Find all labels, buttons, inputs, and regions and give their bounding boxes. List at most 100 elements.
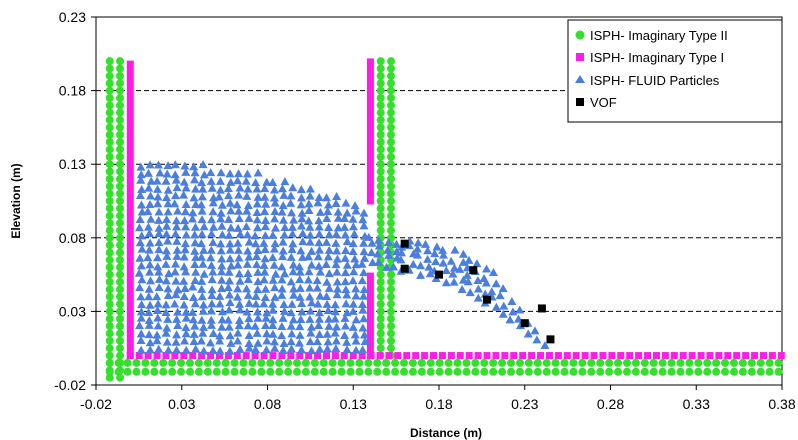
particle-fluid xyxy=(144,315,154,324)
particle-fluid xyxy=(359,247,369,256)
particle-fluid xyxy=(296,345,306,354)
particle-imaginary-type-ii xyxy=(116,130,125,139)
particle-fluid xyxy=(314,238,324,247)
particle-imaginary-type-ii xyxy=(159,367,168,376)
particle-fluid xyxy=(306,328,316,337)
particle-fluid xyxy=(424,262,434,271)
particle-fluid xyxy=(473,284,483,293)
particle-fluid xyxy=(145,160,155,169)
particle-imaginary-type-ii xyxy=(703,358,712,367)
particle-imaginary-type-i xyxy=(366,197,374,205)
particle-imaginary-type-ii xyxy=(105,57,114,66)
particle-fluid xyxy=(162,323,172,332)
particle-fluid xyxy=(242,230,252,239)
particle-imaginary-type-ii xyxy=(212,358,221,367)
particle-imaginary-type-ii xyxy=(116,174,125,183)
particle-fluid xyxy=(384,250,394,259)
particle-fluid xyxy=(134,223,144,232)
particle-imaginary-type-ii xyxy=(376,270,385,279)
particle-fluid xyxy=(304,252,314,261)
particle-imaginary-type-ii xyxy=(132,367,141,376)
particle-fluid xyxy=(217,267,227,276)
particle-fluid xyxy=(413,238,423,247)
particle-imaginary-type-ii xyxy=(596,367,605,376)
particle-imaginary-type-ii xyxy=(150,358,159,367)
particle-fluid xyxy=(143,253,153,262)
particle-imaginary-type-i xyxy=(126,232,134,240)
particle-fluid xyxy=(277,207,287,216)
particle-imaginary-type-ii xyxy=(444,367,453,376)
particle-fluid xyxy=(244,314,254,323)
particle-fluid xyxy=(145,267,155,276)
particle-fluid xyxy=(289,215,299,224)
particle-fluid xyxy=(270,292,280,301)
particle-fluid xyxy=(181,222,191,231)
particle-imaginary-type-ii xyxy=(105,219,114,228)
particle-fluid xyxy=(342,237,352,246)
particle-fluid xyxy=(280,223,290,232)
particle-imaginary-type-ii xyxy=(230,358,239,367)
particle-fluid xyxy=(261,199,271,208)
legend-marker-circle xyxy=(575,30,585,40)
particle-fluid xyxy=(367,248,377,257)
particle-imaginary-type-i xyxy=(126,206,134,214)
particle-fluid xyxy=(199,322,209,331)
particle-imaginary-type-ii xyxy=(132,358,141,367)
particle-fluid xyxy=(190,222,200,231)
particle-imaginary-type-ii xyxy=(587,367,596,376)
particle-imaginary-type-ii xyxy=(141,358,150,367)
particle-imaginary-type-i xyxy=(126,246,134,254)
particle-imaginary-type-i xyxy=(331,352,339,360)
particle-fluid xyxy=(348,239,358,248)
particle-imaginary-type-ii xyxy=(386,204,395,213)
particle-fluid xyxy=(438,250,448,259)
particle-imaginary-type-ii xyxy=(738,367,747,376)
particle-fluid xyxy=(278,201,288,210)
particle-fluid xyxy=(153,299,163,308)
particle-fluid xyxy=(216,208,226,217)
x-axis-title: Distance (m) xyxy=(410,426,482,440)
particle-fluid xyxy=(277,275,287,284)
particle-imaginary-type-i xyxy=(366,190,374,198)
particle-fluid xyxy=(262,177,272,186)
particle-fluid xyxy=(350,330,360,339)
particle-fluid xyxy=(358,345,368,354)
particle-fluid xyxy=(197,315,207,324)
particle-fluid xyxy=(225,169,235,178)
particle-imaginary-type-ii xyxy=(105,255,114,264)
particle-imaginary-type-ii xyxy=(301,367,310,376)
particle-imaginary-type-ii xyxy=(640,367,649,376)
particle-fluid xyxy=(269,244,279,253)
particle-imaginary-type-i xyxy=(340,352,348,360)
particle-imaginary-type-i xyxy=(366,299,374,307)
particle-fluid xyxy=(351,291,361,300)
particle-fluid xyxy=(235,183,245,192)
particle-fluid xyxy=(206,320,216,329)
particle-imaginary-type-i xyxy=(366,131,374,139)
particle-imaginary-type-ii xyxy=(116,182,125,191)
particle-fluid xyxy=(215,331,225,340)
particle-imaginary-type-ii xyxy=(105,64,114,73)
particle-fluid xyxy=(277,290,287,299)
particle-imaginary-type-ii xyxy=(489,367,498,376)
particle-fluid xyxy=(226,261,236,270)
particle-imaginary-type-ii xyxy=(376,167,385,176)
particle-fluid xyxy=(232,200,242,209)
particle-fluid xyxy=(161,300,171,309)
particle-fluid xyxy=(154,267,164,276)
particle-fluid xyxy=(261,313,271,322)
particle-fluid xyxy=(191,200,201,209)
particle-imaginary-type-ii xyxy=(386,123,395,132)
particle-imaginary-type-i xyxy=(366,157,374,165)
particle-imaginary-type-ii xyxy=(386,307,395,316)
particle-imaginary-type-ii xyxy=(426,367,435,376)
particle-imaginary-type-i xyxy=(768,352,776,360)
particle-fluid xyxy=(307,298,317,307)
particle-imaginary-type-ii xyxy=(141,367,150,376)
particle-fluid xyxy=(172,245,182,254)
particle-imaginary-type-ii xyxy=(105,300,114,309)
particle-fluid xyxy=(208,267,218,276)
particle-fluid xyxy=(143,168,153,177)
particle-imaginary-type-i xyxy=(661,352,669,360)
